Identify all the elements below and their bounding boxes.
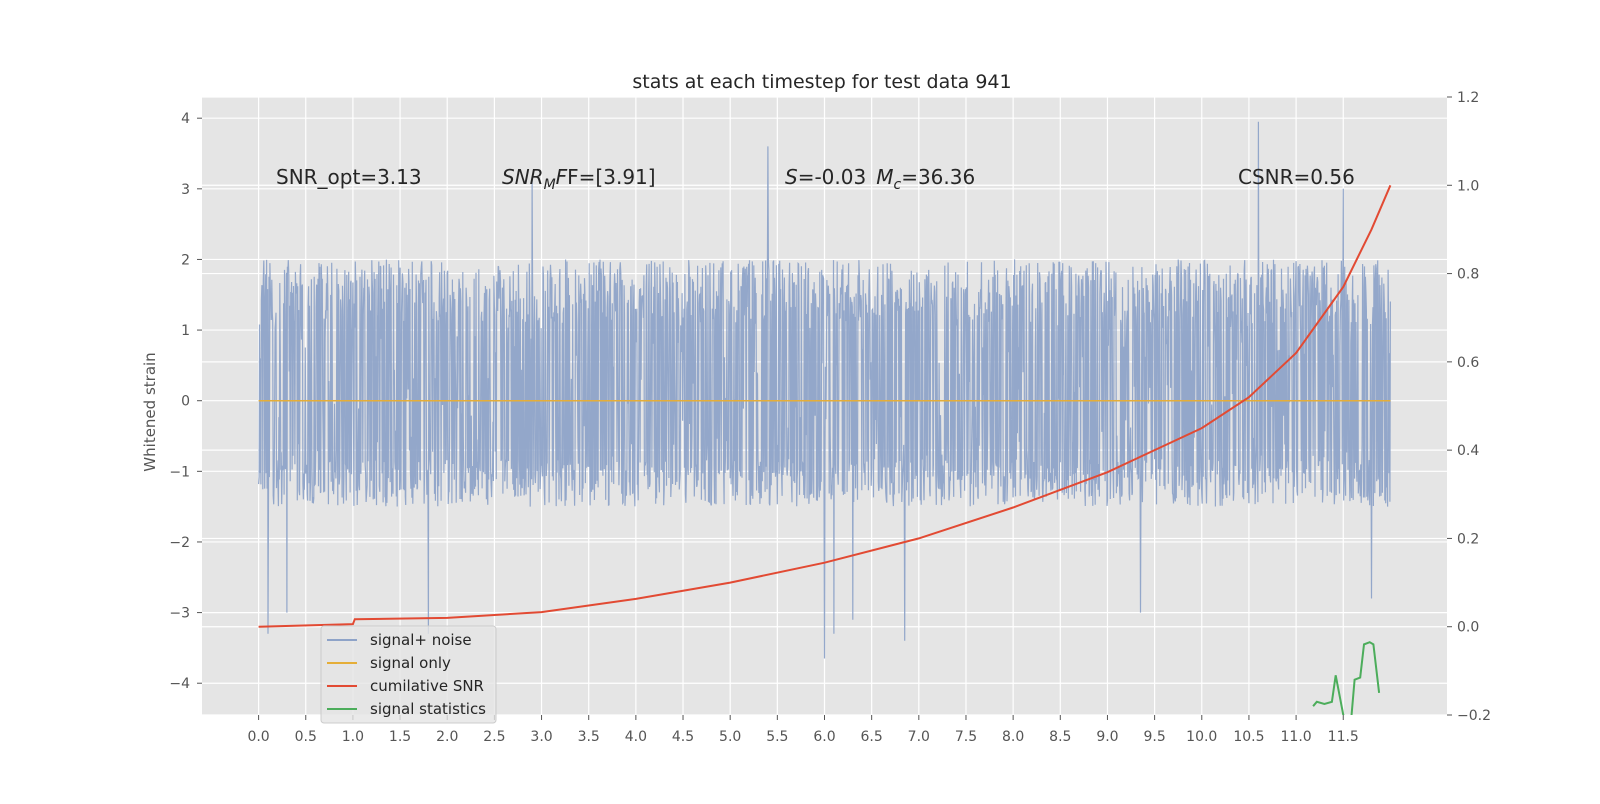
mc-subscript: c <box>893 177 901 193</box>
y2-tick-label: 1.0 <box>1457 178 1479 194</box>
x-tick-label: 4.0 <box>625 729 647 745</box>
y-tick-label: −4 <box>169 676 190 692</box>
series-signal-noise <box>258 121 1391 659</box>
y2-tick-label: −0.2 <box>1457 708 1491 724</box>
x-tick-label: 2.5 <box>483 729 505 745</box>
x-tick-label: 7.0 <box>908 729 930 745</box>
x-tick-label: 11.0 <box>1281 729 1312 745</box>
y-axis-label: Whitened strain <box>141 352 159 471</box>
y2-tick-label: 0.0 <box>1457 620 1479 636</box>
y-axis-left: 4 3 2 1 0 −1 −2 −3 −4 <box>169 111 202 692</box>
x-tick-label: 1.5 <box>389 729 411 745</box>
y2-tick-label: 0.8 <box>1457 267 1479 283</box>
x-tick-label: 10.0 <box>1186 729 1217 745</box>
x-tick-label: 8.0 <box>1002 729 1024 745</box>
y-tick-label: −3 <box>169 606 190 622</box>
annotation-snr-mf: SNRMFF=[3.91] <box>502 165 656 193</box>
x-tick-label: 5.0 <box>719 729 741 745</box>
y2-tick-label: 0.4 <box>1457 443 1479 459</box>
x-tick-label: 11.5 <box>1328 729 1359 745</box>
y-tick-label: −1 <box>169 464 190 480</box>
x-tick-label: 0.0 <box>247 729 269 745</box>
legend: signal+ noise signal only cumilative SNR… <box>320 625 497 724</box>
series-layer <box>258 121 1392 715</box>
s-value: =-0.03 <box>798 165 867 189</box>
y-tick-label: 1 <box>181 323 190 339</box>
chart-title: stats at each timestep for test data 941 <box>632 71 1011 93</box>
snr-mf-subscript: M <box>544 177 556 193</box>
x-tick-label: 6.0 <box>813 729 835 745</box>
y-tick-label: 0 <box>181 394 190 410</box>
y-tick-label: −2 <box>169 535 190 551</box>
y2-tick-label: 0.6 <box>1457 355 1479 371</box>
y-tick-label: 3 <box>181 182 190 198</box>
snr-mf-value: F=[3.91] <box>567 165 655 189</box>
x-axis: 0.0 0.5 1.0 1.5 2.0 2.5 3.0 3.5 4.0 4.5 5.0 5.5 6.0 6… <box>247 715 1359 745</box>
mc-label: M <box>876 165 893 189</box>
x-tick-label: 2.0 <box>436 729 458 745</box>
annotation-s-mc: S=-0.03 Mc=36.36 <box>785 165 975 193</box>
snr-mf-f: F <box>556 165 568 189</box>
y2-tick-label: 0.2 <box>1457 531 1479 547</box>
legend-box <box>320 625 497 724</box>
legend-label-signal-statistics: signal statistics <box>370 700 486 718</box>
y-tick-label: 4 <box>181 111 190 127</box>
y2-tick-label: 1.2 <box>1457 90 1479 106</box>
legend-label-signal-noise: signal+ noise <box>370 631 472 649</box>
series-cumulative-snr <box>258 184 1392 628</box>
x-tick-label: 9.0 <box>1096 729 1118 745</box>
x-tick-label: 9.5 <box>1143 729 1165 745</box>
x-tick-label: 10.5 <box>1233 729 1264 745</box>
x-tick-label: 3.0 <box>530 729 552 745</box>
y-tick-label: 2 <box>181 252 190 268</box>
x-tick-label: 6.5 <box>861 729 883 745</box>
snr-mf-label: SNR <box>502 165 544 189</box>
mc-value: =36.36 <box>901 165 975 189</box>
x-tick-label: 5.5 <box>766 729 788 745</box>
x-tick-label: 3.5 <box>578 729 600 745</box>
legend-label-cumulative-snr: cumilative SNR <box>370 677 484 695</box>
x-tick-label: 0.5 <box>295 729 317 745</box>
y-axis-right: 1.2 1.0 0.8 0.6 0.4 0.2 0.0 −0.2 <box>1447 90 1491 724</box>
x-tick-label: 1.0 <box>342 729 364 745</box>
series-signal-statistics <box>1312 641 1381 715</box>
legend-label-signal-only: signal only <box>370 654 451 672</box>
annotation-csnr: CSNR=0.56 <box>1238 165 1355 189</box>
s-label: S <box>785 165 798 189</box>
x-tick-label: 4.5 <box>672 729 694 745</box>
x-tick-label: 8.5 <box>1049 729 1071 745</box>
x-tick-label: 7.5 <box>955 729 977 745</box>
annotation-snr-opt: SNR_opt=3.13 <box>276 165 422 189</box>
